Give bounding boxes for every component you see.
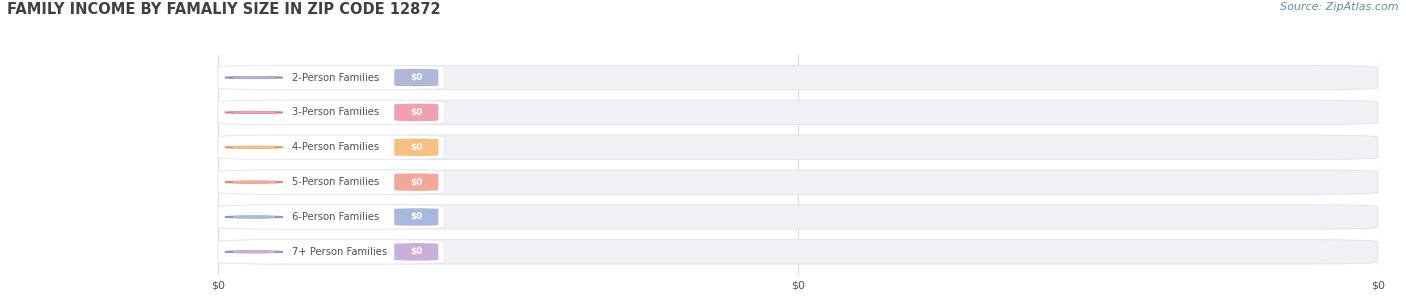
Text: 2-Person Families: 2-Person Families	[292, 73, 380, 83]
FancyBboxPatch shape	[218, 100, 444, 125]
Text: 5-Person Families: 5-Person Families	[292, 177, 380, 187]
FancyBboxPatch shape	[218, 205, 1378, 229]
FancyBboxPatch shape	[218, 100, 1378, 125]
Text: $0: $0	[411, 143, 422, 152]
Circle shape	[233, 147, 274, 148]
Circle shape	[225, 251, 283, 253]
Circle shape	[225, 146, 283, 148]
Text: 3-Person Families: 3-Person Families	[292, 107, 380, 117]
Text: FAMILY INCOME BY FAMALIY SIZE IN ZIP CODE 12872: FAMILY INCOME BY FAMALIY SIZE IN ZIP COD…	[7, 2, 440, 16]
Text: $0: $0	[411, 73, 422, 82]
Text: Source: ZipAtlas.com: Source: ZipAtlas.com	[1281, 2, 1399, 12]
Text: $0: $0	[411, 178, 422, 187]
Text: 4-Person Families: 4-Person Families	[292, 142, 380, 152]
FancyBboxPatch shape	[218, 135, 1378, 160]
FancyBboxPatch shape	[218, 65, 444, 90]
Circle shape	[233, 181, 274, 183]
Circle shape	[233, 112, 274, 113]
Circle shape	[225, 112, 283, 113]
Text: $0: $0	[411, 247, 422, 256]
FancyBboxPatch shape	[218, 240, 1378, 264]
FancyBboxPatch shape	[394, 138, 439, 156]
Text: 6-Person Families: 6-Person Families	[292, 212, 380, 222]
FancyBboxPatch shape	[394, 104, 439, 121]
FancyBboxPatch shape	[218, 135, 444, 160]
Text: $0: $0	[411, 213, 422, 221]
FancyBboxPatch shape	[394, 243, 439, 261]
FancyBboxPatch shape	[394, 173, 439, 191]
Text: $0: $0	[411, 108, 422, 117]
FancyBboxPatch shape	[218, 170, 1378, 194]
Circle shape	[225, 181, 283, 183]
FancyBboxPatch shape	[394, 208, 439, 226]
Circle shape	[233, 77, 274, 78]
Circle shape	[225, 77, 283, 78]
Text: 7+ Person Families: 7+ Person Families	[292, 247, 387, 257]
FancyBboxPatch shape	[394, 69, 439, 86]
FancyBboxPatch shape	[218, 65, 1378, 90]
Circle shape	[233, 251, 274, 253]
FancyBboxPatch shape	[218, 240, 444, 264]
Circle shape	[233, 216, 274, 217]
Circle shape	[225, 216, 283, 218]
FancyBboxPatch shape	[218, 205, 444, 229]
FancyBboxPatch shape	[218, 170, 444, 194]
